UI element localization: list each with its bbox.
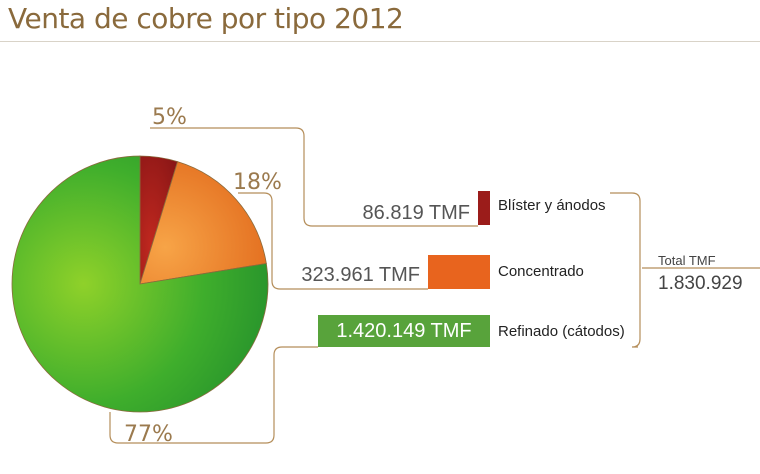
label-concentrado: Concentrado — [498, 263, 584, 280]
pie-slice-concentrado — [139, 161, 267, 285]
total-bracket — [610, 192, 641, 348]
total-label: Total TMF — [658, 253, 716, 268]
slice-percent-refinado: 77% — [124, 422, 173, 447]
chart-title: Venta de cobre por tipo 2012 — [8, 2, 404, 35]
title-divider — [0, 41, 760, 42]
leader-line-concentrado — [238, 192, 428, 290]
slice-percent-concentrado: 18% — [233, 170, 282, 195]
pie-slice-refinado — [11, 155, 269, 413]
leader-line-refinado — [109, 346, 318, 444]
swatch-blister — [478, 191, 490, 225]
total-value: 1.830.929 — [658, 273, 743, 294]
swatch-concentrado — [428, 255, 490, 289]
label-blister: Blíster y ánodos — [498, 197, 606, 214]
slice-percent-blister: 5% — [152, 105, 187, 130]
value-concentrado: 323.961 TMF — [301, 264, 420, 286]
value-blister: 86.819 TMF — [362, 202, 470, 224]
label-refinado: Refinado (cátodos) — [498, 323, 625, 340]
value-refinado: 1.420.149 TMF — [318, 315, 490, 347]
leader-line-blister — [150, 127, 478, 227]
